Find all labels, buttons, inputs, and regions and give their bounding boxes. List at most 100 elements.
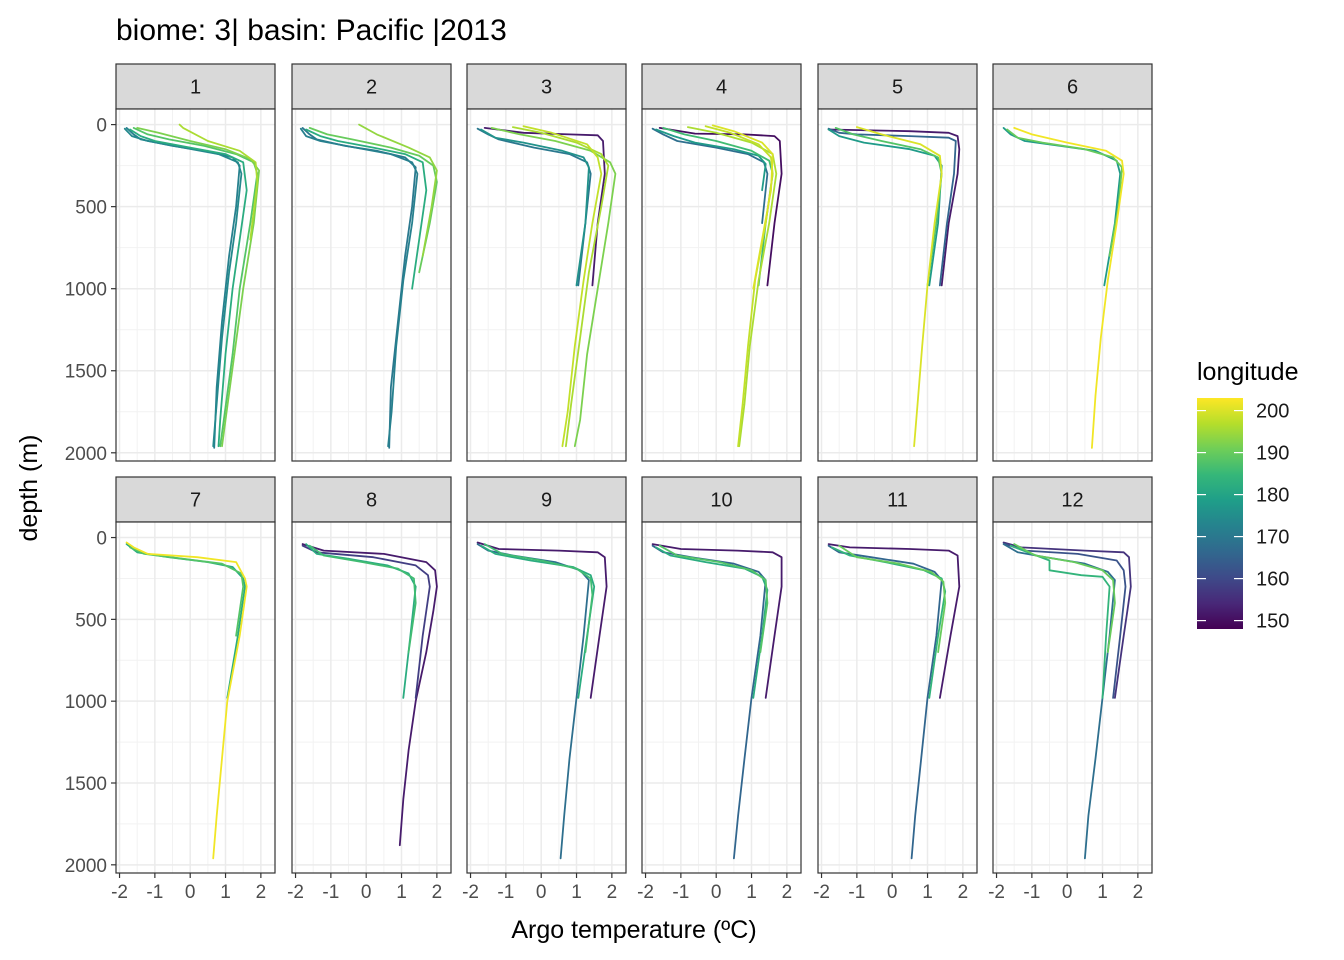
facet-strip-label: 2 — [366, 77, 377, 99]
facet-strip-label: 10 — [710, 490, 732, 512]
x-tick-label: -1 — [672, 882, 689, 903]
x-tick-label: -2 — [111, 882, 128, 903]
facet-strip — [641, 476, 802, 523]
legend-colorbar — [1197, 398, 1243, 629]
facet-panel-3: 3 — [466, 63, 627, 462]
facet-panel-4: 4 — [641, 63, 802, 462]
facet-strip-label: 4 — [716, 77, 727, 99]
x-axis-title: Argo temperature (ºC) — [511, 916, 756, 944]
panel-border — [466, 521, 627, 874]
profile-line — [827, 128, 943, 287]
x-tick-label: 2 — [958, 882, 969, 903]
legend: longitude 150 160 170 180 190 200 — [1197, 358, 1298, 633]
panel-background — [467, 522, 626, 873]
legend-tick-label: 150 — [1256, 611, 1289, 633]
chart-title: biome: 3| basin: Pacific |2013 — [116, 14, 507, 47]
profile-line — [827, 127, 957, 287]
facet-strip — [291, 63, 452, 110]
y-tick-label: 2000 — [65, 444, 107, 465]
x-tick-label: -1 — [848, 882, 865, 903]
facet-strip-label: 8 — [366, 490, 377, 512]
profile-line — [834, 127, 943, 287]
x-tick-label: -2 — [287, 882, 304, 903]
profile-line — [480, 128, 590, 287]
facet-strip-label: 7 — [190, 490, 201, 512]
panel-border — [992, 108, 1153, 462]
profile-line — [358, 123, 438, 257]
profile-line — [1006, 128, 1123, 257]
x-tick-label: -2 — [988, 882, 1005, 903]
y-tick-label: 1500 — [65, 774, 107, 795]
x-tick-label: -2 — [637, 882, 654, 903]
profile-line — [301, 543, 438, 847]
profile-line — [299, 127, 419, 448]
y-tick-label: 1000 — [65, 280, 107, 301]
facet-panel-2: 2 — [291, 63, 452, 462]
profile-line — [490, 127, 617, 448]
panel-background — [818, 522, 977, 873]
profile-line — [827, 543, 961, 699]
x-tick-label: -1 — [497, 882, 514, 903]
panel-background — [292, 522, 451, 873]
profile-line — [308, 544, 417, 653]
profile-line — [838, 544, 947, 653]
facet-panel-10: 10 -2 -1 0 1 2 — [637, 476, 802, 903]
profile-line — [1002, 541, 1132, 699]
profile-line — [687, 126, 778, 448]
profile-line — [125, 541, 248, 860]
profile-line — [123, 127, 243, 448]
facet-panel-9: 9 -2 -1 0 1 2 — [462, 476, 627, 903]
profile-line — [512, 126, 610, 448]
panel-background — [818, 109, 977, 461]
x-tick-label: 2 — [1133, 882, 1144, 903]
panel-background — [642, 522, 801, 873]
facet-strip-label: 12 — [1061, 490, 1083, 512]
legend-tick-label: 170 — [1256, 527, 1289, 549]
x-tick-label: 1 — [396, 882, 407, 903]
panel-border — [817, 108, 978, 462]
x-tick-label: -1 — [1023, 882, 1040, 903]
y-tick-label: 1500 — [65, 362, 107, 383]
facet-strip-label: 6 — [1067, 77, 1078, 99]
legend-tick-label: 160 — [1256, 569, 1289, 591]
profile-line — [655, 128, 767, 192]
x-tick-label: 0 — [361, 882, 372, 903]
profile-line — [136, 127, 260, 448]
facet-panel-6: 6 — [992, 63, 1153, 462]
profile-line — [129, 546, 245, 637]
x-tick-label: 1 — [220, 882, 231, 903]
x-tick-label: 0 — [185, 882, 196, 903]
panel-background — [467, 109, 626, 461]
profile-line — [129, 128, 248, 448]
profile-line — [658, 127, 783, 287]
x-tick-label: 1 — [746, 882, 757, 903]
panel-background — [116, 109, 275, 461]
x-tick-label: 0 — [887, 882, 898, 903]
y-tick-label: 0 — [96, 529, 107, 550]
y-tick-label: 500 — [75, 610, 107, 631]
facet-strip-label: 11 — [887, 490, 908, 512]
x-tick-label: 2 — [607, 882, 618, 903]
panel-background — [993, 109, 1152, 461]
facet-panel-8: 8 -2 -1 0 1 2 — [287, 476, 452, 903]
facet-strip — [992, 476, 1153, 523]
profile-line — [522, 125, 603, 448]
y-axis-title: depth (m) — [15, 435, 43, 542]
x-tick-label: 1 — [1097, 882, 1108, 903]
profile-line — [483, 543, 594, 653]
panel-background — [116, 522, 275, 873]
x-tick-label: -2 — [813, 882, 830, 903]
panel-border — [115, 521, 276, 874]
profile-line — [301, 544, 431, 699]
profile-line — [658, 544, 769, 653]
profile-line — [827, 128, 961, 287]
facet-strip — [817, 63, 978, 110]
legend-tick-label: 200 — [1256, 401, 1289, 423]
facet-panel-1: 1 0 500 1000 1500 2000 — [65, 63, 276, 465]
x-tick-label: 2 — [256, 882, 267, 903]
legend-tick-label: 180 — [1256, 485, 1289, 507]
profile-line — [178, 123, 259, 241]
x-tick-label: 0 — [1062, 882, 1073, 903]
y-tick-label: 500 — [75, 198, 107, 219]
